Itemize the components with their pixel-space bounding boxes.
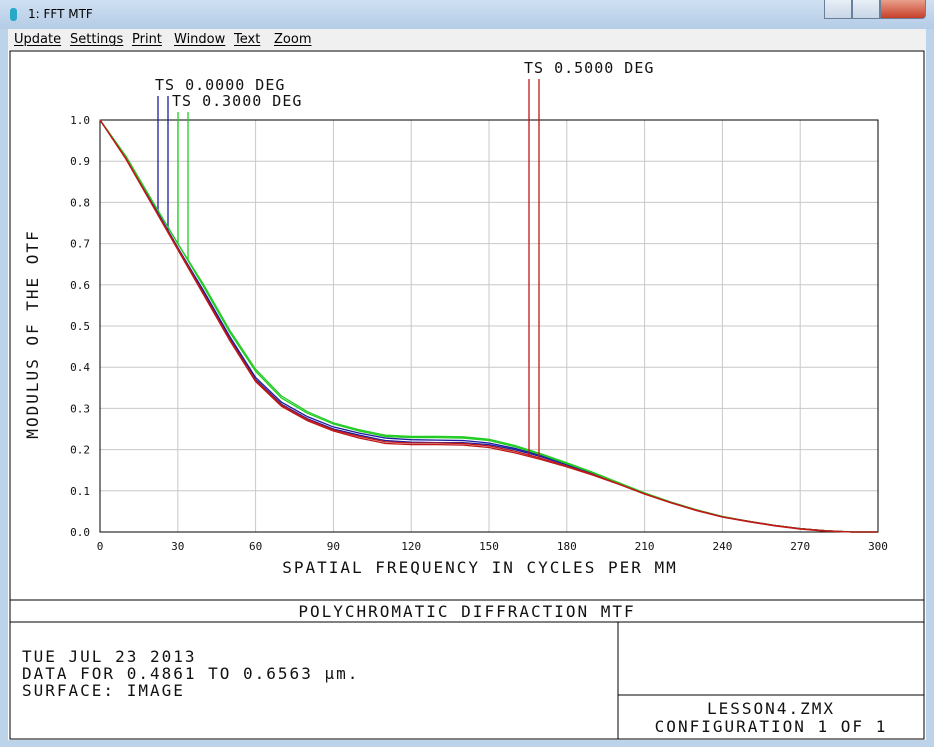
y-tick-label: 0.6	[70, 279, 90, 292]
x-tick-label: 30	[171, 540, 184, 553]
y-tick-label: 1.0	[70, 114, 90, 127]
file-name: LESSON4.ZMX	[707, 699, 835, 718]
y-tick-label: 0.7	[70, 238, 90, 251]
legend-label: TS 0.3000 DEG	[172, 92, 302, 110]
y-tick-label: 0.5	[70, 320, 90, 333]
menu-item[interactable]: Update	[14, 32, 62, 47]
y-tick-label: 0.2	[70, 444, 90, 457]
x-tick-label: 120	[401, 540, 421, 553]
menu-item[interactable]: Print	[132, 32, 162, 47]
y-tick-label: 0.8	[70, 196, 90, 209]
title-bar: 1: FFT MTF	[0, 0, 934, 29]
menu-item[interactable]: Zoom	[274, 32, 312, 47]
y-tick-label: 0.0	[70, 526, 90, 539]
footer-info: TUE JUL 23 2013	[22, 647, 197, 666]
footer-title: POLYCHROMATIC DIFFRACTION MTF	[298, 602, 635, 621]
window-title: 1: FFT MTF	[28, 7, 93, 21]
menu-item[interactable]: Settings	[70, 32, 124, 47]
y-tick-label: 0.9	[70, 155, 90, 168]
mtf-line	[99, 119, 878, 533]
maximize-button[interactable]	[852, 0, 880, 19]
x-tick-label: 240	[712, 540, 732, 553]
x-tick-label: 180	[557, 540, 577, 553]
y-tick-label: 0.4	[70, 361, 90, 374]
legend-label: TS 0.0000 DEG	[155, 76, 285, 94]
plot-border	[99, 119, 879, 533]
y-tick-label: 0.1	[70, 485, 90, 498]
footer-info: DATA FOR 0.4861 TO 0.6563 µm.	[22, 664, 359, 683]
configuration: CONFIGURATION 1 OF 1	[655, 717, 888, 736]
y-tick-label: 0.3	[70, 402, 90, 415]
menu-item[interactable]: Text	[234, 32, 261, 47]
x-tick-label: 300	[868, 540, 888, 553]
minimize-button[interactable]	[824, 0, 852, 19]
x-axis-label: SPATIAL FREQUENCY IN CYCLES PER MM	[282, 558, 678, 577]
menu-bar: Update Settings Print Window Text Zoom	[8, 29, 926, 50]
close-button[interactable]	[880, 0, 926, 19]
x-tick-label: 0	[97, 540, 104, 553]
footer-info: SURFACE: IMAGE	[22, 681, 185, 700]
x-tick-label: 60	[249, 540, 262, 553]
x-tick-label: 210	[635, 540, 655, 553]
x-tick-label: 270	[790, 540, 810, 553]
window-controls	[824, 0, 926, 19]
app-icon	[10, 8, 17, 21]
x-tick-label: 150	[479, 540, 499, 553]
frame	[9, 50, 925, 740]
legend-label: TS 0.5000 DEG	[524, 59, 654, 77]
menu-item[interactable]: Window	[174, 32, 226, 47]
y-axis-label: MODULUS OF THE OTF	[23, 229, 42, 438]
content-area	[8, 50, 926, 740]
x-tick-label: 90	[327, 540, 340, 553]
